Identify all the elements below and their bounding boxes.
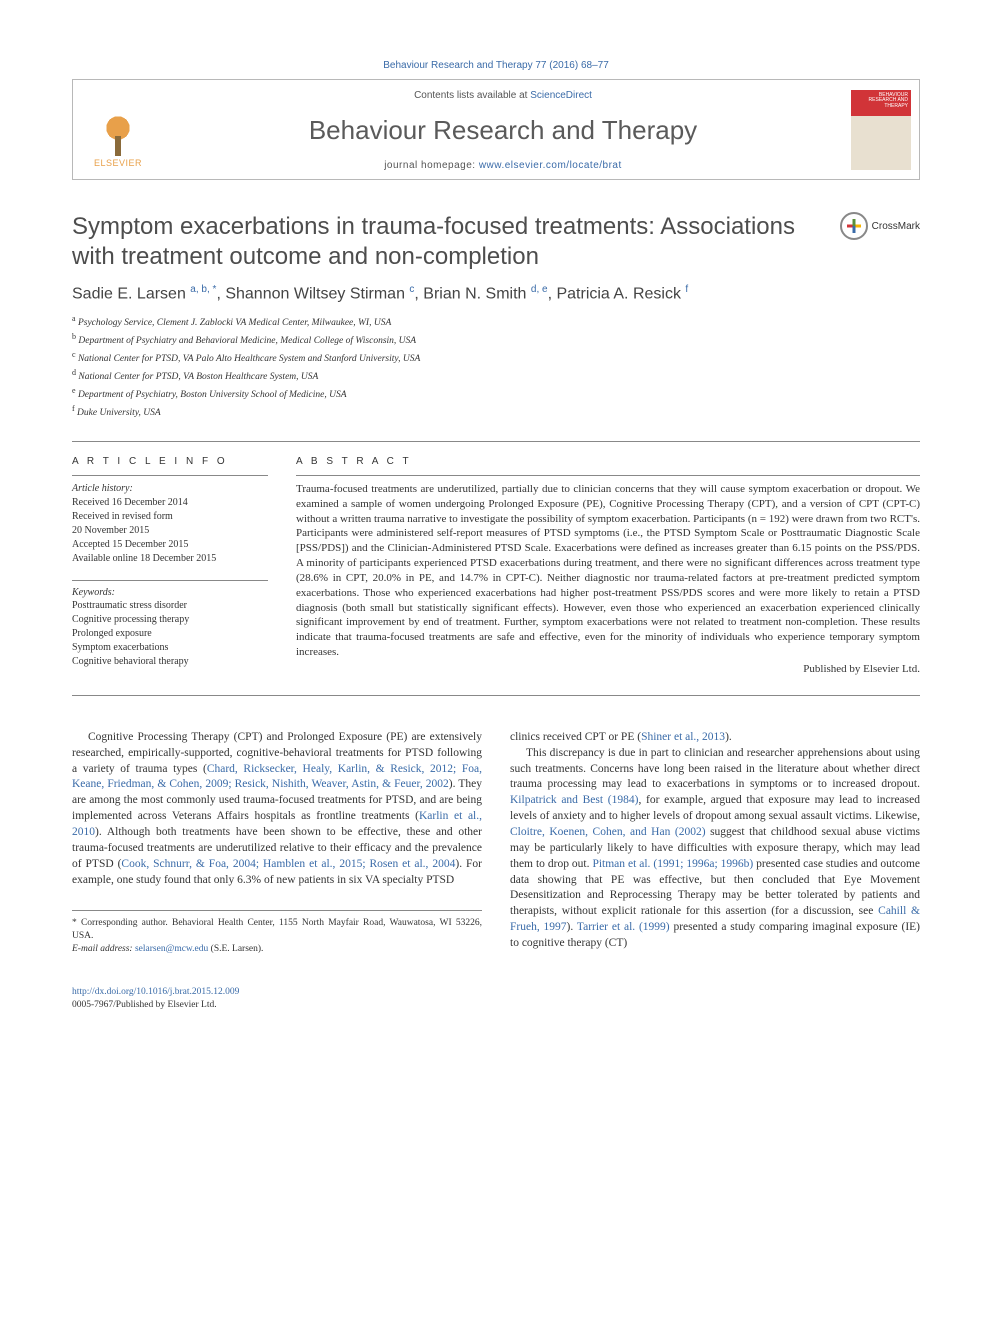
body-columns: Cognitive Processing Therapy (CPT) and P… bbox=[72, 730, 920, 956]
elsevier-wordmark: ELSEVIER bbox=[94, 158, 142, 168]
body-text: This discrepancy is due in part to clini… bbox=[510, 747, 920, 791]
abstract-column: A B S T R A C T Trauma-focused treatment… bbox=[296, 456, 920, 677]
affiliations: a Psychology Service, Clement J. Zablock… bbox=[72, 313, 920, 421]
article-history: Article history: Received 16 December 20… bbox=[72, 482, 268, 566]
article-history-label: Article history: bbox=[72, 482, 268, 496]
email-suffix: (S.E. Larsen). bbox=[208, 944, 263, 954]
body-column-right: clinics received CPT or PE (Shiner et al… bbox=[510, 730, 920, 956]
footnotes: * Corresponding author. Behavioral Healt… bbox=[72, 910, 482, 955]
abstract-published-by: Published by Elsevier Ltd. bbox=[296, 662, 920, 677]
citation-link[interactable]: Cook, Schnurr, & Foa, 2004; Hamblen et a… bbox=[121, 858, 455, 870]
page-footer: http://dx.doi.org/10.1016/j.brat.2015.12… bbox=[72, 986, 920, 1012]
keyword: Cognitive behavioral therapy bbox=[72, 655, 268, 669]
abstract-heading: A B S T R A C T bbox=[296, 456, 920, 476]
history-line: Available online 18 December 2015 bbox=[72, 552, 268, 566]
elsevier-tree-icon bbox=[93, 108, 143, 158]
body-paragraph: This discrepancy is due in part to clini… bbox=[510, 746, 920, 952]
crossmark-label: CrossMark bbox=[872, 221, 920, 232]
authors-line: Sadie E. Larsen a, b, *, Shannon Wiltsey… bbox=[72, 284, 920, 303]
affiliation-line: f Duke University, USA bbox=[72, 403, 920, 421]
affiliation-line: e Department of Psychiatry, Boston Unive… bbox=[72, 385, 920, 403]
doi-link[interactable]: http://dx.doi.org/10.1016/j.brat.2015.12… bbox=[72, 987, 239, 997]
article-info-column: A R T I C L E I N F O Article history: R… bbox=[72, 456, 268, 677]
body-paragraph: Cognitive Processing Therapy (CPT) and P… bbox=[72, 730, 482, 889]
cover-title: BEHAVIOUR RESEARCH AND THERAPY bbox=[851, 90, 911, 116]
keyword: Prolonged exposure bbox=[72, 627, 268, 641]
keyword: Symptom exacerbations bbox=[72, 641, 268, 655]
citation-link[interactable]: Tarrier et al. (1999) bbox=[577, 921, 670, 933]
article-info-heading: A R T I C L E I N F O bbox=[72, 456, 268, 476]
article-title: Symptom exacerbations in trauma-focused … bbox=[72, 212, 824, 272]
contents-available-line: Contents lists available at ScienceDirec… bbox=[171, 90, 835, 101]
history-line: Accepted 15 December 2015 bbox=[72, 538, 268, 552]
crossmark-icon bbox=[840, 212, 868, 240]
keywords-label: Keywords: bbox=[72, 580, 268, 598]
email-line: E-mail address: selarsen@mcw.edu (S.E. L… bbox=[72, 943, 482, 956]
body-paragraph: clinics received CPT or PE (Shiner et al… bbox=[510, 730, 920, 746]
keywords-list: Posttraumatic stress disorderCognitive p… bbox=[72, 599, 268, 669]
affiliation-line: c National Center for PTSD, VA Palo Alto… bbox=[72, 349, 920, 367]
body-column-left: Cognitive Processing Therapy (CPT) and P… bbox=[72, 730, 482, 956]
sciencedirect-link[interactable]: ScienceDirect bbox=[530, 90, 592, 101]
body-text: ). bbox=[567, 921, 577, 933]
author-email-link[interactable]: selarsen@mcw.edu bbox=[135, 944, 208, 954]
citation-link[interactable]: Pitman et al. (1991; 1996a; 1996b) bbox=[592, 858, 753, 870]
affiliation-line: b Department of Psychiatry and Behaviora… bbox=[72, 331, 920, 349]
homepage-prefix: journal homepage: bbox=[384, 160, 479, 171]
elsevier-logo[interactable]: ELSEVIER bbox=[85, 92, 151, 168]
citation-link[interactable]: Kilpatrick and Best (1984) bbox=[510, 794, 638, 806]
journal-cover-cell: BEHAVIOUR RESEARCH AND THERAPY bbox=[843, 80, 919, 179]
citation-link[interactable]: Shiner et al., 2013 bbox=[641, 731, 725, 743]
journal-header-box: ELSEVIER Contents lists available at Sci… bbox=[72, 79, 920, 180]
history-line: Received in revised form bbox=[72, 510, 268, 524]
affiliation-line: a Psychology Service, Clement J. Zablock… bbox=[72, 313, 920, 331]
journal-homepage-line: journal homepage: www.elsevier.com/locat… bbox=[171, 160, 835, 171]
cover-body bbox=[851, 116, 911, 170]
contents-prefix: Contents lists available at bbox=[414, 90, 530, 101]
body-text: ). bbox=[725, 731, 732, 743]
abstract-body: Trauma-focused treatments are underutili… bbox=[296, 483, 920, 658]
keyword: Cognitive processing therapy bbox=[72, 613, 268, 627]
history-line: Received 16 December 2014 bbox=[72, 496, 268, 510]
keyword: Posttraumatic stress disorder bbox=[72, 599, 268, 613]
journal-homepage-link[interactable]: www.elsevier.com/locate/brat bbox=[479, 160, 622, 171]
copyright-line: 0005-7967/Published by Elsevier Ltd. bbox=[72, 1000, 217, 1010]
email-label: E-mail address: bbox=[72, 944, 135, 954]
history-line: 20 November 2015 bbox=[72, 524, 268, 538]
abstract-text: Trauma-focused treatments are underutili… bbox=[296, 482, 920, 677]
journal-cover-thumbnail[interactable]: BEHAVIOUR RESEARCH AND THERAPY bbox=[851, 90, 911, 170]
running-head: Behaviour Research and Therapy 77 (2016)… bbox=[72, 60, 920, 71]
affiliation-line: d National Center for PTSD, VA Boston He… bbox=[72, 367, 920, 385]
header-center: Contents lists available at ScienceDirec… bbox=[163, 80, 843, 179]
crossmark-badge[interactable]: CrossMark bbox=[840, 212, 920, 240]
journal-name: Behaviour Research and Therapy bbox=[171, 115, 835, 146]
citation-link[interactable]: Cloitre, Koenen, Cohen, and Han (2002) bbox=[510, 826, 706, 838]
body-text: clinics received CPT or PE ( bbox=[510, 731, 641, 743]
elsevier-logo-cell: ELSEVIER bbox=[73, 80, 163, 179]
corresponding-author-note: * Corresponding author. Behavioral Healt… bbox=[72, 917, 482, 943]
